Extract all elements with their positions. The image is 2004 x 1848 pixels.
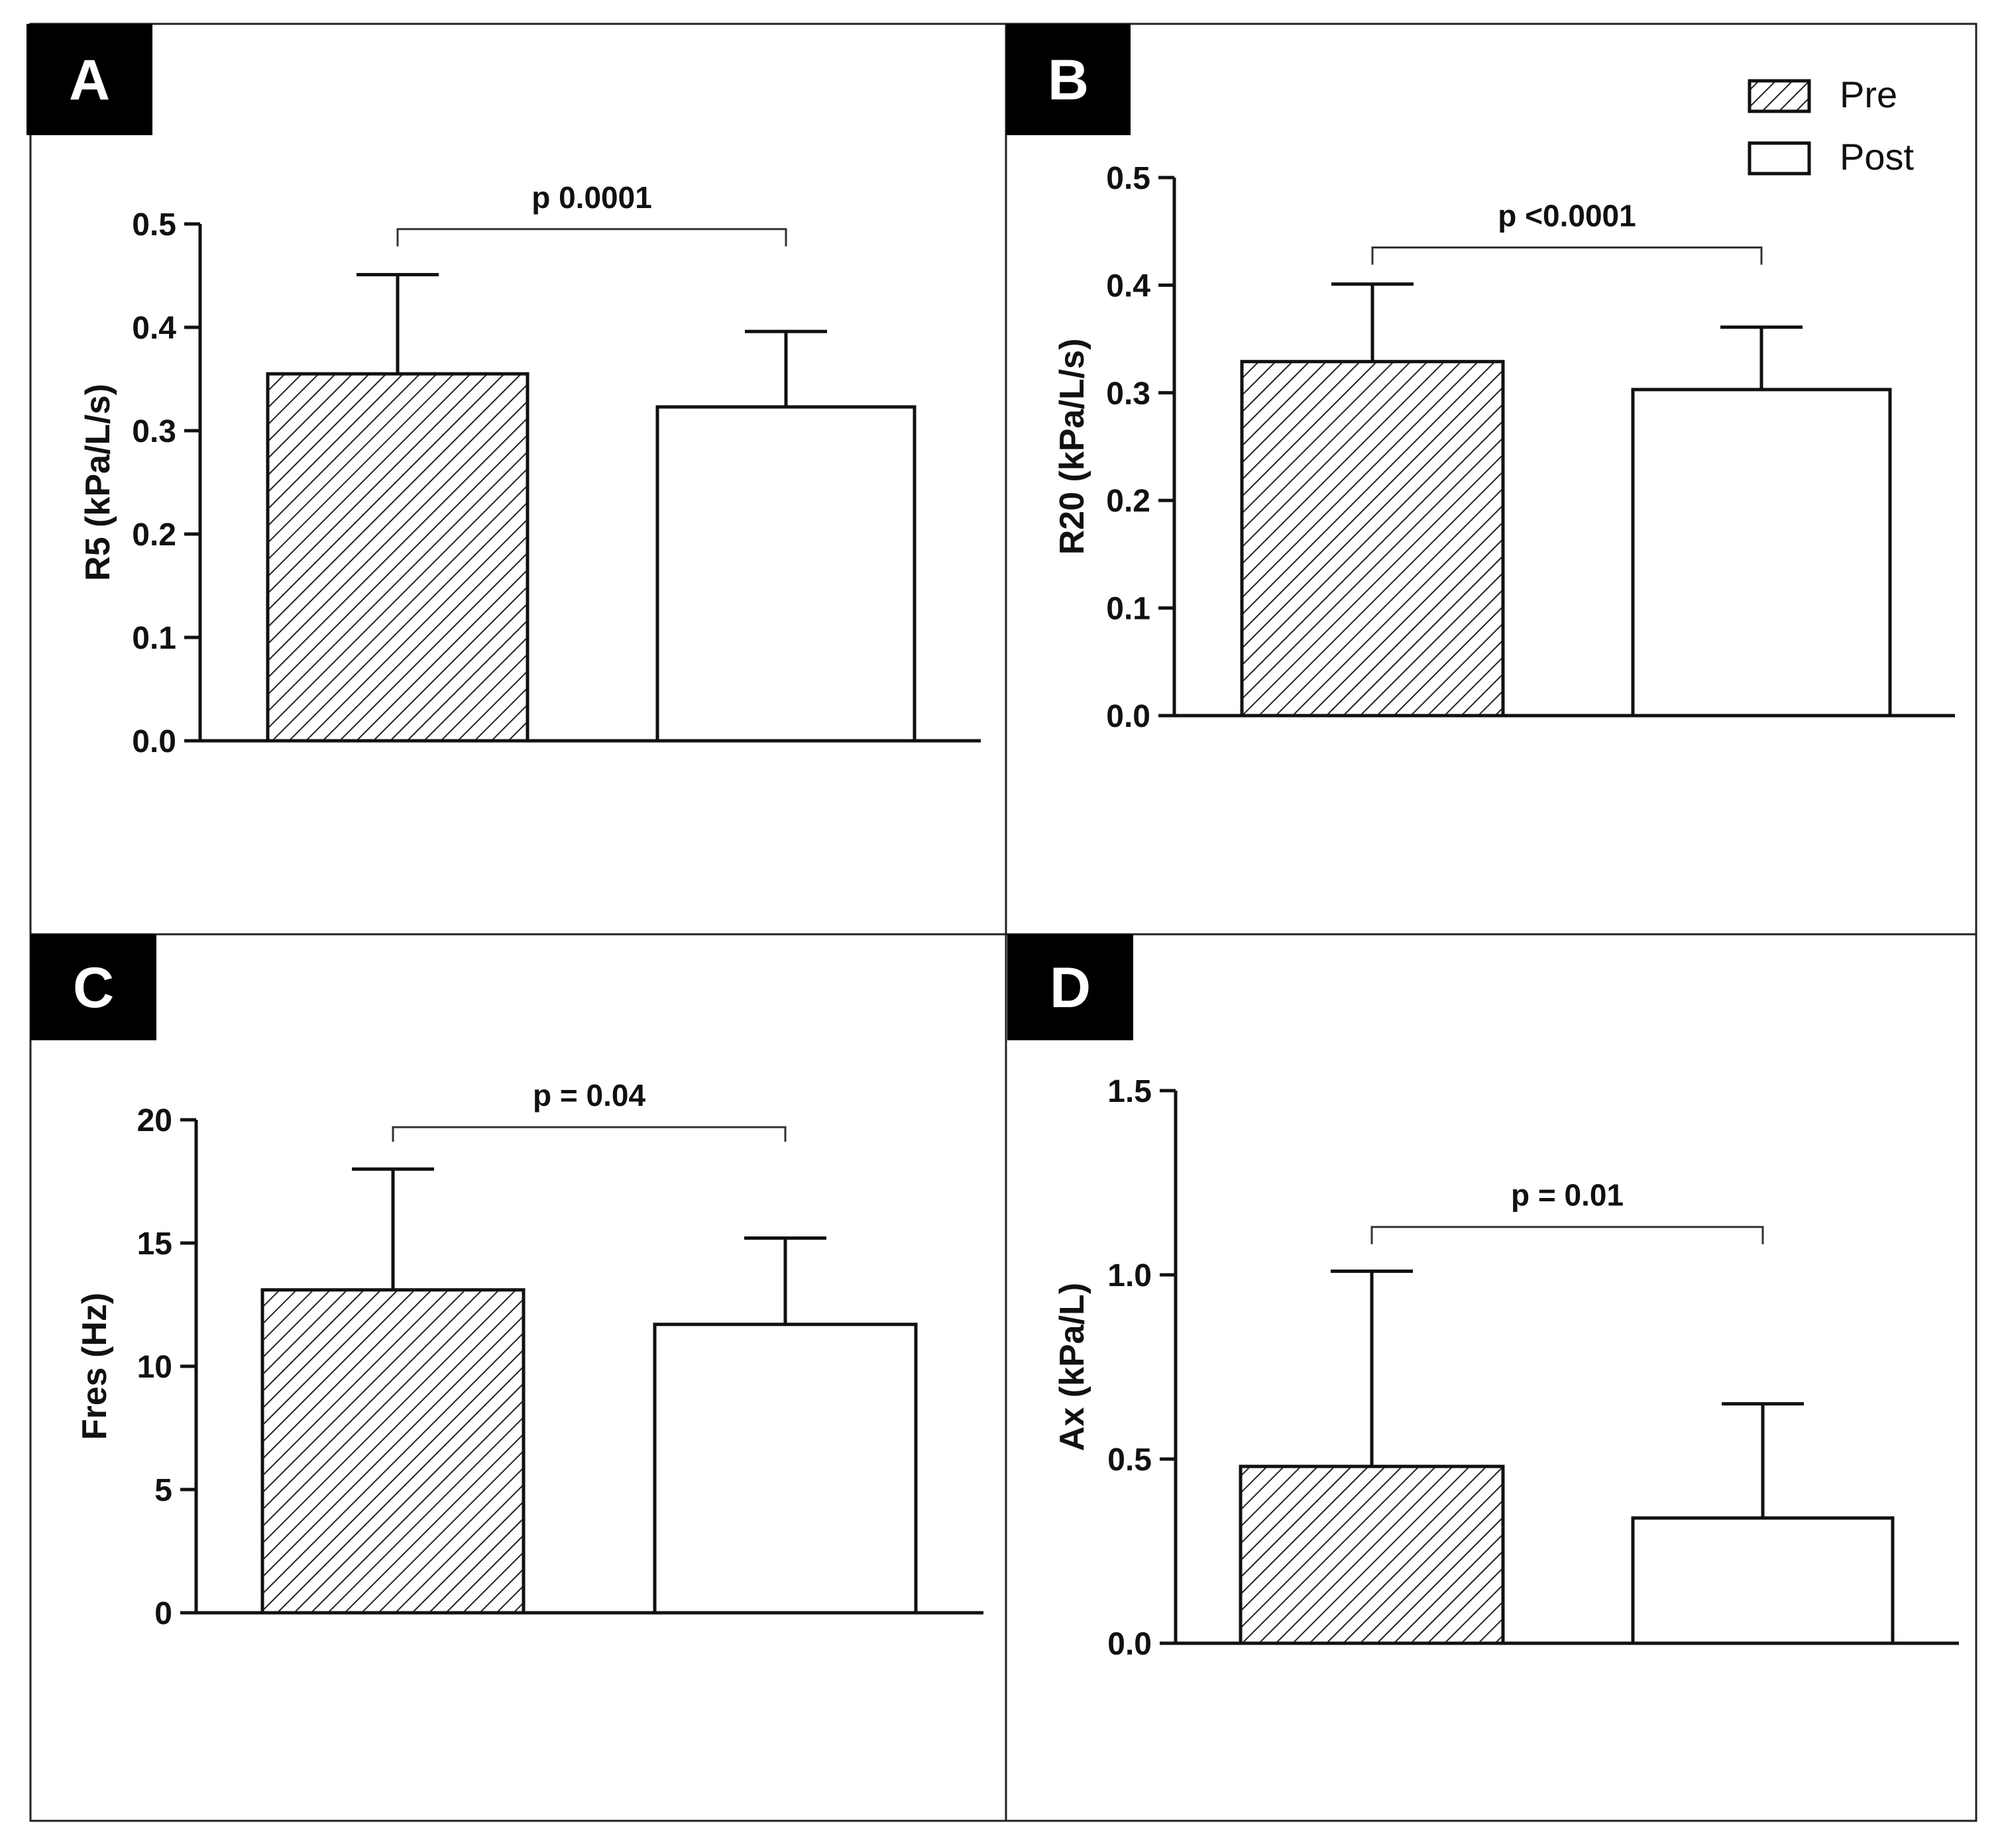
panel-frame [1005, 933, 1977, 1822]
bar-post [653, 1323, 918, 1615]
bar-pre [1239, 1464, 1505, 1645]
y-tick-label: 0.0 [1107, 1627, 1152, 1662]
y-tick-label: 0.5 [132, 207, 176, 243]
significance-bracket [396, 228, 787, 246]
panel-label: B [1048, 48, 1089, 112]
bar-pre [260, 1288, 526, 1615]
y-tick-label: 0.4 [1106, 268, 1150, 303]
y-tick-label: 0.1 [132, 621, 176, 656]
p-value-annotation: p = 0.01 [1511, 1178, 1624, 1213]
p-value-annotation: p <0.0001 [1498, 199, 1636, 233]
legend-swatch-pre [1748, 79, 1811, 113]
legend-swatch-post [1748, 141, 1811, 176]
y-tick-label: 0.4 [132, 311, 176, 346]
panel-c: C 0 5 10 15 20 Fres (Hz) p = 0.04 [29, 933, 1007, 1822]
legend-label-pre: Pre [1840, 74, 1897, 115]
y-tick-label: 0.3 [1106, 376, 1150, 411]
y-tick-label: 0.2 [132, 517, 176, 553]
significance-bracket [1371, 246, 1763, 265]
significance-bracket [1370, 1226, 1764, 1244]
bar-post [1631, 388, 1892, 718]
y-tick-label: 1.0 [1107, 1258, 1152, 1293]
panel-b: B 0.0 0.1 0.2 0.3 0.4 0.5 R20 (kPa/L/s) p <0.000… [1005, 23, 1977, 936]
y-tick-label: 0.5 [1107, 1442, 1152, 1478]
y-tick-label: 15 [137, 1226, 172, 1262]
y-tick-label: 0.1 [1106, 592, 1150, 627]
significance-bracket [392, 1126, 787, 1142]
y-axis-label: Ax (kPa/L) [1053, 1283, 1091, 1451]
panel-label: A [69, 48, 110, 112]
y-axis-label: R5 (kPa/L/s) [79, 384, 117, 581]
panel-a: A 0.0 0.1 0.2 0.3 0.4 0.5 R5 (kPa/L/s) p 0.0001 [27, 23, 1007, 936]
y-tick-label: 10 [137, 1350, 172, 1385]
panel-label-badge [1007, 934, 1133, 1040]
p-value-annotation: p = 0.04 [533, 1078, 645, 1113]
panel-d: D 0.0 0.5 1.0 1.5 Ax (kPa/L) p = 0.01 [1005, 933, 1977, 1822]
legend: Pre Post [1748, 74, 1914, 178]
y-tick-label: 0.5 [1106, 161, 1150, 196]
panel-label-badge [30, 934, 156, 1040]
bar-post [1631, 1516, 1895, 1645]
bar-pre [1240, 360, 1505, 718]
y-axis-label: Fres (Hz) [76, 1293, 114, 1440]
y-tick-label: 0 [154, 1596, 172, 1631]
y-tick-label: 5 [154, 1473, 172, 1508]
y-tick-label: 1.5 [1107, 1074, 1152, 1109]
bar-post [655, 405, 917, 743]
bar-pre [266, 372, 529, 743]
y-tick-label: 0.3 [132, 414, 176, 449]
p-value-annotation: p 0.0001 [531, 180, 652, 215]
y-tick-label: 0.0 [132, 724, 176, 759]
panel-label: C [73, 956, 114, 1020]
y-tick-label: 0.2 [1106, 484, 1150, 519]
y-tick-label: 0.0 [1106, 699, 1150, 734]
panel-label: D [1050, 956, 1091, 1020]
panel-label-badge [27, 24, 152, 135]
panel-label-badge [1006, 24, 1131, 135]
y-tick-label: 20 [137, 1103, 172, 1138]
legend-label-post: Post [1840, 136, 1914, 178]
y-axis-label: R20 (kPa/L/s) [1053, 339, 1091, 555]
